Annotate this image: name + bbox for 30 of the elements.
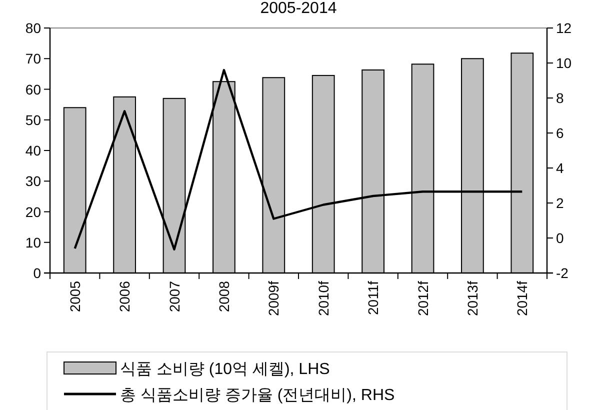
y-tick-label: 80 [25, 20, 42, 36]
y-tick-label: 0 [33, 265, 42, 281]
x-tick-label: 2014f [514, 280, 530, 316]
x-tick-label: 2009f [266, 280, 282, 316]
y2-tick-label: 2 [556, 195, 564, 211]
y-tick-label: 70 [25, 50, 42, 67]
y-tick-label: 10 [25, 234, 42, 250]
x-tick-label: 2012f [414, 280, 431, 316]
y-tick-label: 20 [25, 204, 42, 220]
y-tick-label: 30 [25, 173, 42, 190]
y-tick-label: 40 [25, 142, 42, 158]
y2-tick-label: 8 [556, 90, 564, 106]
y-tick-label: 60 [25, 81, 42, 98]
x-tick-label: 2006 [116, 280, 133, 312]
legend-label: 식품 소비량 (10억 세켈), LHS [120, 361, 330, 378]
chart-title: 2005-2014 [260, 0, 337, 17]
x-tick-label: 2013f [464, 280, 480, 316]
x-tick-label: 2005 [66, 280, 83, 312]
y2-tick-label: 10 [556, 55, 572, 71]
legend-label: 총 식품소비량 증가율 (전년대비), RHS [120, 387, 395, 404]
y2-tick-label: 4 [556, 160, 564, 176]
y-tick-label: 50 [25, 112, 42, 128]
x-tick-label: 2011f [365, 280, 382, 315]
x-tick-label: 2010f [315, 280, 332, 316]
y2-tick-label: 6 [556, 125, 564, 141]
y2-tick-label: 12 [556, 20, 572, 36]
y2-tick-label: 0 [556, 230, 564, 246]
x-tick-label: 2007 [166, 280, 182, 312]
x-tick-label: 2008 [216, 280, 232, 312]
y2-tick-label: -2 [556, 265, 569, 281]
